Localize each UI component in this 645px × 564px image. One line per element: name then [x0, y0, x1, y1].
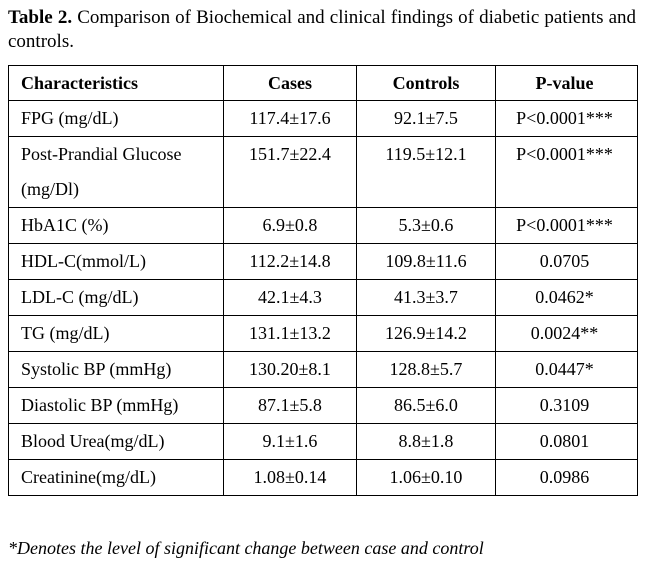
- cell-cases: 117.4±17.6: [223, 100, 357, 137]
- cell-controls: 92.1±7.5: [356, 100, 496, 137]
- table-footnote: *Denotes the level of significant change…: [8, 538, 484, 558]
- table-row: TG (mg/dL) 131.1±13.2 126.9±14.2 0.0024*…: [8, 315, 638, 352]
- cell-characteristic: Diastolic BP (mmHg): [8, 387, 224, 424]
- cell-controls: 119.5±12.1: [356, 136, 496, 208]
- cell-cases: 9.1±1.6: [223, 423, 357, 460]
- cell-p-value: P<0.0001***: [495, 207, 638, 244]
- header-p-value: P-value: [495, 65, 638, 101]
- table-caption-text: Comparison of Biochemical and clinical f…: [8, 7, 636, 52]
- cell-p-value: 0.0705: [495, 243, 638, 280]
- data-table: Characteristics Cases Controls P-value F…: [8, 65, 638, 496]
- table-row: HDL-C(mmol/L) 112.2±14.8 109.8±11.6 0.07…: [8, 243, 638, 280]
- table-row: Diastolic BP (mmHg) 87.1±5.8 86.5±6.0 0.…: [8, 387, 638, 424]
- cell-controls: 86.5±6.0: [356, 387, 496, 424]
- table-row: Creatinine(mg/dL) 1.08±0.14 1.06±0.10 0.…: [8, 459, 638, 496]
- table-row: FPG (mg/dL) 117.4±17.6 92.1±7.5 P<0.0001…: [8, 100, 638, 137]
- cell-controls: 109.8±11.6: [356, 243, 496, 280]
- cell-p-value: 0.0801: [495, 423, 638, 460]
- cell-characteristic: Systolic BP (mmHg): [8, 351, 224, 388]
- cell-cases: 42.1±4.3: [223, 279, 357, 316]
- table-caption: Table 2. Comparison of Biochemical and c…: [8, 6, 636, 54]
- cell-p-value: 0.3109: [495, 387, 638, 424]
- table-label: Table 2.: [8, 7, 73, 28]
- cell-controls: 126.9±14.2: [356, 315, 496, 352]
- cell-p-value: P<0.0001***: [495, 100, 638, 137]
- cell-characteristic: FPG (mg/dL): [8, 100, 224, 137]
- cell-p-value: 0.0447*: [495, 351, 638, 388]
- cell-cases: 1.08±0.14: [223, 459, 357, 496]
- header-cases: Cases: [223, 65, 357, 101]
- table-row: Blood Urea(mg/dL) 9.1±1.6 8.8±1.8 0.0801: [8, 423, 638, 460]
- cell-p-value: 0.0986: [495, 459, 638, 496]
- table-row: Post-Prandial Glucose (mg/Dl) 151.7±22.4…: [8, 136, 638, 208]
- cell-characteristic: HbA1C (%): [8, 207, 224, 244]
- table-row: Systolic BP (mmHg) 130.20±8.1 128.8±5.7 …: [8, 351, 638, 388]
- cell-cases: 130.20±8.1: [223, 351, 357, 388]
- cell-p-value: 0.0024**: [495, 315, 638, 352]
- cell-controls: 1.06±0.10: [356, 459, 496, 496]
- cell-p-value: P<0.0001***: [495, 136, 638, 208]
- cell-cases: 87.1±5.8: [223, 387, 357, 424]
- cell-cases: 151.7±22.4: [223, 136, 357, 208]
- cell-characteristic: Post-Prandial Glucose (mg/Dl): [8, 136, 224, 208]
- table-row: LDL-C (mg/dL) 42.1±4.3 41.3±3.7 0.0462*: [8, 279, 638, 316]
- table-row: HbA1C (%) 6.9±0.8 5.3±0.6 P<0.0001***: [8, 207, 638, 244]
- cell-cases: 6.9±0.8: [223, 207, 357, 244]
- cell-controls: 128.8±5.7: [356, 351, 496, 388]
- cell-controls: 41.3±3.7: [356, 279, 496, 316]
- cell-cases: 112.2±14.8: [223, 243, 357, 280]
- cell-characteristic: Blood Urea(mg/dL): [8, 423, 224, 460]
- cell-characteristic: Creatinine(mg/dL): [8, 459, 224, 496]
- header-controls: Controls: [356, 65, 496, 101]
- cell-characteristic: TG (mg/dL): [8, 315, 224, 352]
- cell-p-value: 0.0462*: [495, 279, 638, 316]
- cell-characteristic: HDL-C(mmol/L): [8, 243, 224, 280]
- cell-controls: 5.3±0.6: [356, 207, 496, 244]
- header-characteristics: Characteristics: [8, 65, 224, 101]
- header-row: Characteristics Cases Controls P-value: [8, 65, 638, 101]
- cell-cases: 131.1±13.2: [223, 315, 357, 352]
- cell-controls: 8.8±1.8: [356, 423, 496, 460]
- cell-characteristic: LDL-C (mg/dL): [8, 279, 224, 316]
